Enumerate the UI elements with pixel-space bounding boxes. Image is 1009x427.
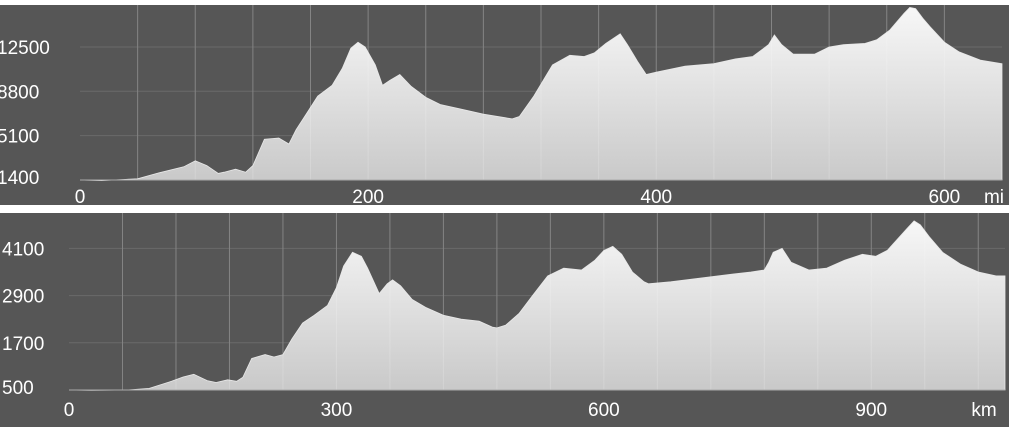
x-tick-label: 400 xyxy=(640,187,672,208)
elevation-area xyxy=(79,6,1003,182)
y-tick-label: 12500 xyxy=(0,38,50,59)
x-tick-label: 600 xyxy=(588,400,620,421)
y-tick-label: 500 xyxy=(2,378,34,399)
x-tick-label: 900 xyxy=(855,400,887,421)
y-tick-label: 4100 xyxy=(2,239,44,260)
x-unit-label: mi xyxy=(984,187,1004,208)
x-tick-label: 0 xyxy=(64,400,75,421)
x-tick-label: 0 xyxy=(75,187,86,208)
y-tick-label: 5100 xyxy=(0,127,39,148)
y-tick-label: 2900 xyxy=(2,287,44,308)
y-tick-label: 1400 xyxy=(0,168,39,189)
x-tick-label: 600 xyxy=(929,187,961,208)
x-tick-label: 300 xyxy=(321,400,353,421)
elevation-chart-1: 1400 5100 8800 12500 0 200 400 600 mi xyxy=(0,5,1009,208)
x-unit-label: km xyxy=(971,400,996,421)
elevation-chart-2: 500 1700 2900 4100 0 300 600 900 km xyxy=(0,213,1009,427)
x-tick-label: 200 xyxy=(352,187,384,208)
elevation-area xyxy=(68,220,1006,391)
y-tick-label: 8800 xyxy=(0,82,39,103)
y-tick-label: 1700 xyxy=(2,334,44,355)
